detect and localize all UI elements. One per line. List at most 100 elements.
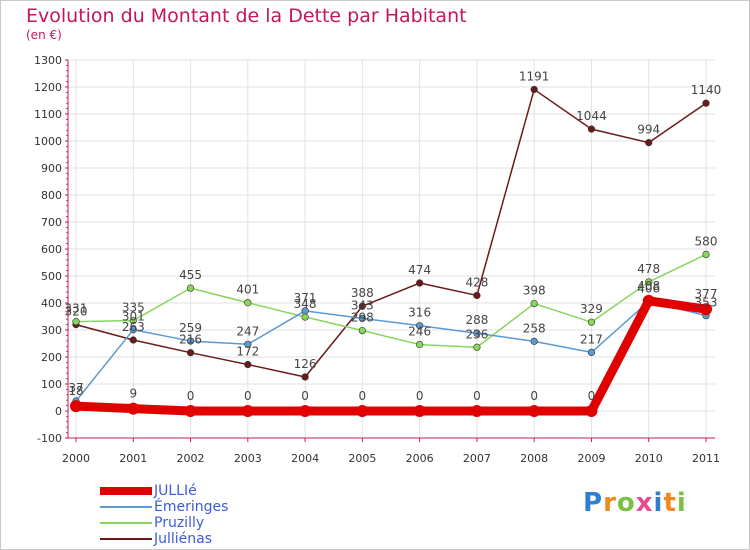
- data-point-3: [585, 405, 598, 417]
- data-label-1: 398: [523, 284, 546, 298]
- legend-swatch-jullie: [100, 487, 152, 495]
- data-label-0: 474: [408, 263, 431, 277]
- data-point-0: [645, 139, 653, 147]
- y-tick-label: 1000: [34, 135, 62, 148]
- data-label-1: 401: [236, 283, 259, 297]
- data-label-0: 320: [65, 305, 88, 319]
- data-point-0: [416, 279, 424, 287]
- data-point-1: [301, 313, 309, 321]
- data-label-0: 1140: [691, 83, 722, 97]
- legend-label-pruzilly: Pruzilly: [154, 515, 205, 531]
- data-point-1: [473, 343, 481, 351]
- data-label-3: 0: [530, 389, 538, 403]
- y-tick-label: 1300: [34, 54, 62, 67]
- data-point-3: [700, 303, 712, 316]
- data-point-2: [186, 337, 195, 345]
- data-point-1: [416, 340, 424, 349]
- data-label-3: 0: [244, 389, 252, 403]
- y-tick-label: 200: [41, 351, 62, 364]
- data-label-1: 246: [408, 325, 431, 339]
- data-point-3: [470, 405, 483, 417]
- data-point-2: [129, 326, 137, 334]
- data-label-2: 406: [637, 281, 660, 295]
- data-label-2: 259: [179, 321, 202, 335]
- data-point-1: [244, 299, 252, 307]
- data-point-0: [358, 302, 366, 310]
- data-label-2: 288: [465, 313, 488, 327]
- data-label-3: 0: [187, 389, 195, 403]
- data-label-1: 335: [122, 301, 145, 315]
- y-tick-label: 400: [41, 297, 62, 310]
- data-point-3: [127, 402, 140, 415]
- data-point-3: [241, 405, 254, 417]
- x-tick-label: 2009: [577, 452, 605, 465]
- data-point-3: [528, 405, 541, 417]
- data-point-2: [358, 314, 366, 322]
- y-tick-label: 100: [41, 378, 62, 391]
- data-point-0: [702, 99, 710, 107]
- data-label-2: 258: [523, 321, 546, 335]
- series-line-0: [75, 88, 707, 378]
- data-label-0: 388: [351, 286, 374, 300]
- x-tick-label: 2006: [406, 452, 434, 465]
- data-point-1: [530, 299, 538, 308]
- legend-label-jullie: JULLIé: [154, 483, 197, 499]
- data-label-2: 217: [580, 332, 603, 346]
- legend-swatch-julienas: [100, 538, 152, 540]
- x-tick-label: 2004: [291, 452, 319, 465]
- data-point-3: [356, 405, 369, 417]
- data-point-3: [413, 405, 426, 417]
- data-point-0: [587, 125, 596, 133]
- data-label-3: 0: [416, 389, 424, 403]
- y-tick-label: 300: [41, 324, 62, 337]
- data-point-3: [184, 405, 197, 417]
- data-point-1: [186, 284, 195, 292]
- data-label-2: 247: [236, 324, 259, 338]
- data-point-0: [129, 336, 137, 344]
- data-label-0: 216: [179, 333, 202, 347]
- data-point-0: [244, 360, 252, 369]
- data-label-2: 37: [68, 381, 83, 395]
- data-point-3: [70, 400, 82, 413]
- data-label-0: 126: [294, 357, 317, 371]
- x-tick-label: 2007: [463, 452, 491, 465]
- data-label-2: 353: [695, 296, 718, 310]
- data-point-3: [299, 405, 312, 417]
- data-point-2: [301, 307, 309, 315]
- data-point-0: [473, 291, 481, 300]
- data-label-3: 0: [301, 389, 309, 403]
- x-tick-label: 2008: [520, 452, 548, 465]
- data-point-2: [530, 337, 538, 345]
- data-point-1: [358, 326, 366, 335]
- data-point-3: [642, 294, 655, 307]
- y-tick-label: 1200: [34, 81, 62, 94]
- data-label-1: 478: [637, 262, 660, 276]
- data-point-1: [587, 318, 596, 326]
- x-tick-label: 2000: [62, 452, 90, 465]
- x-tick-label: 2001: [119, 452, 147, 465]
- x-tick-label: 2003: [234, 452, 262, 465]
- data-label-1: 298: [351, 311, 374, 325]
- chart-title: Evolution du Montant de la Dette par Hab…: [26, 5, 467, 27]
- y-tick-label: 600: [41, 243, 62, 256]
- data-label-2: 316: [408, 306, 431, 320]
- data-point-0: [530, 85, 538, 94]
- data-point-0: [301, 373, 309, 381]
- data-label-1: 348: [294, 297, 317, 311]
- data-label-2: 343: [351, 298, 374, 312]
- data-label-3: 0: [359, 389, 367, 403]
- data-label-3: 18: [68, 384, 83, 398]
- data-point-1: [129, 316, 137, 325]
- data-point-2: [416, 322, 424, 330]
- data-point-2: [473, 329, 481, 337]
- data-label-3: 0: [588, 389, 596, 403]
- data-label-0: 1044: [576, 109, 607, 123]
- data-label-1: 329: [580, 302, 603, 316]
- data-label-1: 331: [65, 302, 88, 316]
- series-line-2: [75, 300, 707, 402]
- x-tick-label: 2005: [348, 452, 376, 465]
- data-label-0: 263: [122, 320, 145, 334]
- data-label-1: 455: [179, 268, 202, 282]
- data-point-2: [587, 348, 596, 357]
